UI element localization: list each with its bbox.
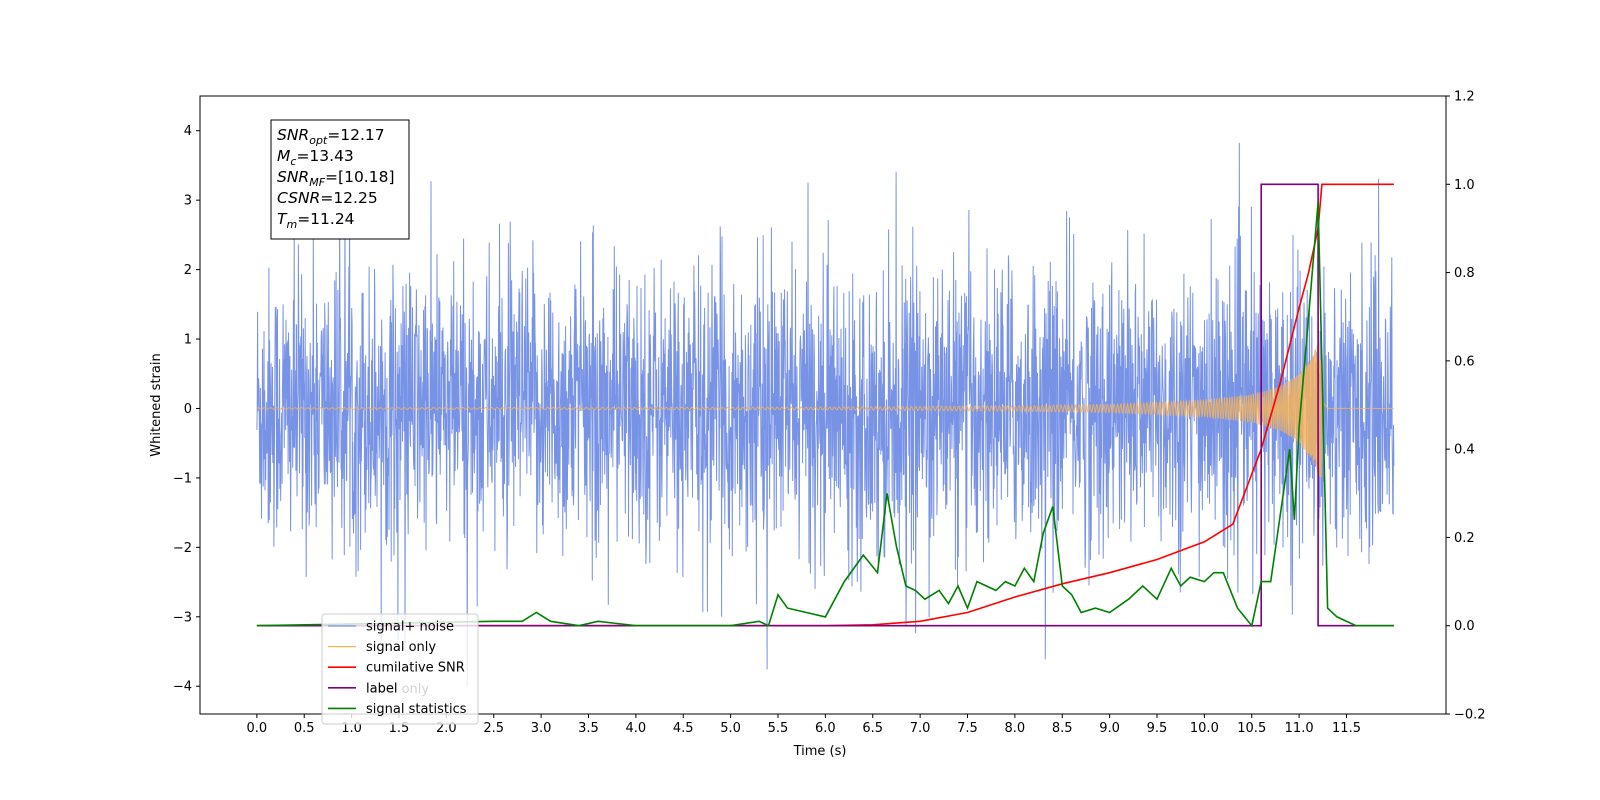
info-value: =12.17 xyxy=(327,126,384,144)
y-tick-label: −3 xyxy=(173,610,192,625)
x-axis-label: Time (s) xyxy=(793,744,847,759)
y-tick-label: 1 xyxy=(184,333,192,348)
series-line-signal-noise xyxy=(256,142,1395,687)
y2-axis-ticks: 1.2 1.0 0.8 0.6 0.4 0.2 0.0 −0.2 xyxy=(1446,90,1486,723)
info-subscript: m xyxy=(286,218,297,231)
x-tick-label: 3.5 xyxy=(578,721,599,736)
signal-series-layer xyxy=(256,342,1394,478)
info-box-line: CSNR=12.25 xyxy=(277,189,378,207)
legend-label: signal only xyxy=(366,640,436,655)
y2-tick-label: −0.2 xyxy=(1454,708,1486,723)
series-line-signal-only xyxy=(256,342,1394,478)
x-tick-label: 8.5 xyxy=(1052,721,1073,736)
legend: signal+ noise signal only cumilative SNR la… xyxy=(321,613,479,725)
series-line-signal-statistics xyxy=(256,201,1394,628)
info-box-lines: SNRopt=12.17Mc=13.43SNRMF=[10.18]CSNR=12… xyxy=(277,126,395,231)
info-value: =[10.18] xyxy=(325,168,394,186)
info-subscript: c xyxy=(290,155,296,168)
x-tick-label: 4.5 xyxy=(673,721,694,736)
x-tick-label: 2.0 xyxy=(436,721,457,736)
legend-label: label xyxy=(366,681,397,696)
x-tick-label: 11.5 xyxy=(1332,721,1361,736)
y2-tick-label: 0.2 xyxy=(1454,531,1475,546)
info-box-line: SNRopt=12.17 xyxy=(277,126,385,147)
y-tick-label: −4 xyxy=(173,680,192,695)
x-tick-label: 6.5 xyxy=(862,721,883,736)
info-box-frame xyxy=(270,119,410,240)
info-subscript: opt xyxy=(309,134,328,147)
noise-series-layer xyxy=(256,142,1395,687)
y2-tick-label: 0.0 xyxy=(1454,619,1475,634)
x-tick-label: 5.5 xyxy=(768,721,789,736)
y2-tick-label: 1.0 xyxy=(1454,178,1475,193)
x-tick-label: 2.5 xyxy=(483,721,504,736)
legend-label-ghost: label only xyxy=(366,682,429,697)
y-tick-label: −1 xyxy=(173,471,192,486)
y-tick-label: 2 xyxy=(184,263,192,278)
y-axis-label: Whitened strain xyxy=(149,353,164,456)
legend-label: signal+ noise xyxy=(366,620,454,635)
info-symbol: CSNR xyxy=(277,189,320,207)
info-symbol: T xyxy=(277,210,288,228)
x-tick-label: 3.0 xyxy=(531,721,552,736)
x-tick-label: 7.0 xyxy=(910,721,931,736)
x-tick-label: 9.0 xyxy=(1099,721,1120,736)
x-tick-label: 1.0 xyxy=(341,721,362,736)
legend-label: cumilative SNR xyxy=(366,661,465,676)
y2-tick-label: 0.6 xyxy=(1454,354,1475,369)
x-tick-label: 11.0 xyxy=(1285,721,1314,736)
x-tick-label: 0.5 xyxy=(294,721,315,736)
legend-frame xyxy=(321,613,479,725)
y-axis-ticks: 4 3 2 1 0 −1 −2 −3 −4 xyxy=(173,124,200,695)
info-value: =11.24 xyxy=(297,210,354,228)
legend-label: signal statistics xyxy=(366,702,467,717)
y-tick-label: 0 xyxy=(184,402,192,417)
info-box-line: Tm=11.24 xyxy=(277,210,355,231)
y-tick-label: 3 xyxy=(184,194,192,209)
info-value: =12.25 xyxy=(320,189,377,207)
x-tick-label: 5.0 xyxy=(720,721,741,736)
y2-tick-label: 1.2 xyxy=(1454,90,1475,105)
x-tick-label: 10.0 xyxy=(1190,721,1219,736)
x-tick-label: 9.5 xyxy=(1147,721,1168,736)
x-tick-label: 8.0 xyxy=(1005,721,1026,736)
y-tick-label: 4 xyxy=(184,124,192,139)
info-symbol: SNR xyxy=(277,126,309,144)
info-symbol: M xyxy=(277,147,290,165)
legend-items: signal+ noise signal only cumilative SNR la… xyxy=(328,620,467,717)
y2-tick-label: 0.4 xyxy=(1454,443,1475,458)
y-tick-label: −2 xyxy=(173,541,192,556)
series-line-label xyxy=(256,183,1394,627)
info-box: SNRopt=12.17Mc=13.43SNRMF=[10.18]CSNR=12… xyxy=(270,119,410,240)
x-tick-label: 10.5 xyxy=(1237,721,1266,736)
y2-tick-label: 0.8 xyxy=(1454,266,1475,281)
x-axis-ticks: 0.0 0.5 1.0 1.5 2.0 2.5 3.0 3.5 4.0 4.5 5.0 5.5 6.0 6… xyxy=(247,714,1361,736)
x-tick-label: 6.0 xyxy=(815,721,836,736)
info-value: =13.43 xyxy=(296,147,353,165)
x-tick-label: 0.0 xyxy=(247,721,268,736)
plot-frame xyxy=(199,95,1447,715)
info-box-line: SNRMF=[10.18] xyxy=(277,168,395,189)
x-tick-label: 1.5 xyxy=(389,721,410,736)
x-tick-label: 4.0 xyxy=(626,721,647,736)
info-box-line: Mc=13.43 xyxy=(277,147,354,168)
info-subscript: MF xyxy=(309,176,325,189)
x-tick-label: 7.5 xyxy=(957,721,978,736)
info-symbol: SNR xyxy=(277,168,309,186)
